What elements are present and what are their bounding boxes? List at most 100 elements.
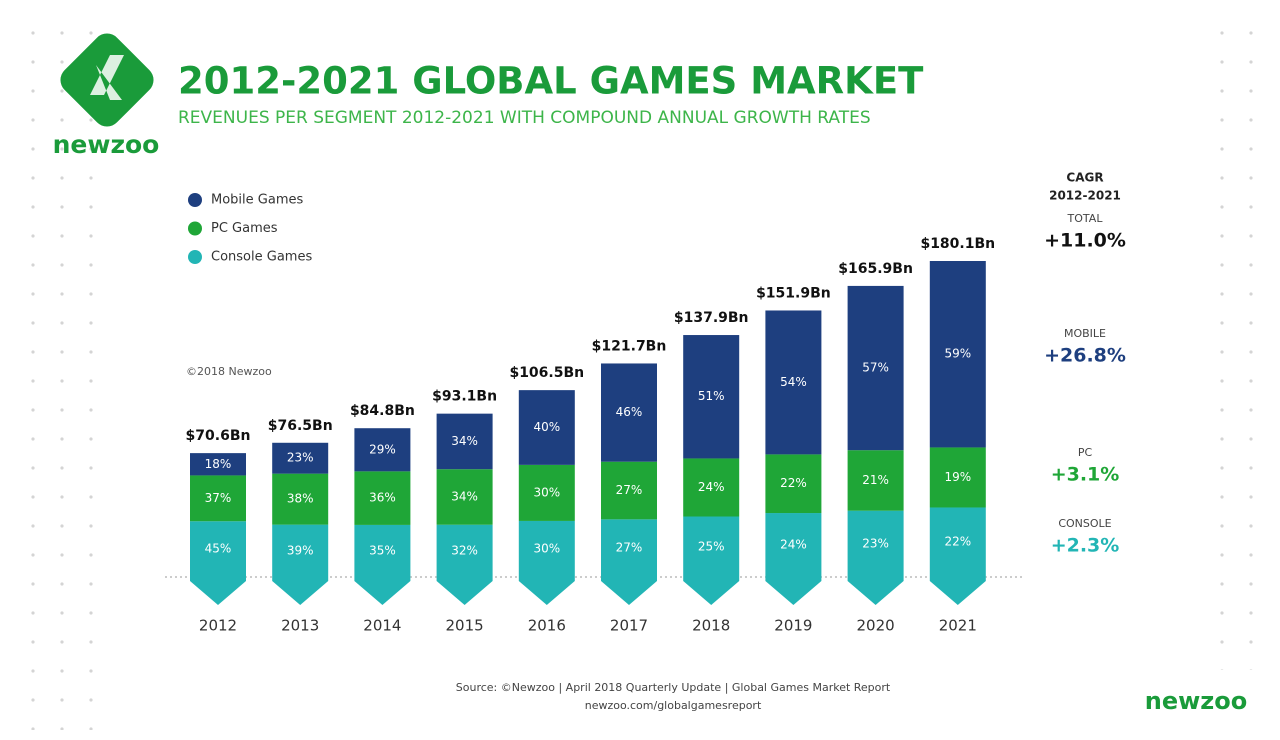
bar-segment: [929, 507, 986, 577]
cagr-value: +26.8%: [1044, 345, 1126, 367]
x-tick-label: 2015: [446, 617, 484, 635]
segment-label: 19%: [944, 470, 971, 484]
logo-text: newzoo: [53, 130, 160, 159]
bar-segment: [436, 524, 493, 577]
bar-segment: [847, 510, 904, 577]
legend-label: Mobile Games: [211, 193, 303, 208]
footer-logo: newzoo: [1145, 687, 1247, 715]
source: Source: ©Newzoo | April 2018 Quarterly U…: [456, 681, 891, 694]
bar-segment: [601, 519, 657, 577]
segment-label: 27%: [616, 483, 643, 497]
bar-segment: [929, 447, 986, 508]
bar-chevron: [436, 577, 493, 605]
bar-segment: [272, 473, 329, 525]
segment-label: 30%: [533, 541, 560, 555]
bar-chevron: [847, 577, 904, 605]
segment-label: 45%: [205, 542, 232, 556]
bar-segment: [683, 516, 740, 577]
segment-label: 57%: [862, 361, 889, 375]
bar-segment: [190, 475, 246, 522]
bar-segment: [683, 335, 740, 459]
bar-chevron: [272, 577, 329, 605]
bar-segment: [272, 442, 329, 474]
total-label: $137.9Bn: [674, 310, 749, 326]
segment-label: 38%: [287, 492, 314, 506]
bar-segment: [518, 464, 575, 521]
segment-label: 27%: [616, 541, 643, 555]
total-label: $151.9Bn: [756, 285, 831, 301]
bar-chevron: [190, 577, 246, 605]
bar-segment: [354, 428, 411, 472]
legend-swatch: [188, 250, 202, 264]
cagr-period: 2012-2021: [1049, 189, 1121, 203]
bar-chevron: [765, 577, 822, 605]
segment-label: 40%: [533, 420, 560, 434]
segment-label: 22%: [780, 476, 807, 490]
legend-swatch: [188, 221, 202, 236]
bar-segment: [683, 458, 740, 517]
cagr-label: CONSOLE: [1058, 517, 1111, 530]
segment-label: 18%: [205, 457, 232, 471]
total-label: $84.8Bn: [350, 403, 415, 419]
segment-label: 29%: [369, 442, 396, 456]
copyright: ©2018 Newzoo: [186, 365, 272, 378]
bar-segment: [601, 363, 657, 462]
bar-chevron: [683, 577, 740, 605]
x-tick-label: 2013: [281, 617, 319, 635]
bar-segment: [765, 454, 822, 514]
bar-segment: [272, 524, 329, 577]
x-tick-label: 2014: [363, 617, 401, 635]
total-label: $70.6Bn: [186, 428, 251, 444]
dot-pattern: [1215, 20, 1275, 670]
bar-chevron: [601, 577, 657, 605]
segment-label: 23%: [862, 536, 889, 550]
segment-label: 21%: [862, 473, 889, 487]
total-label: $93.1Bn: [432, 389, 497, 405]
segment-label: 23%: [287, 451, 314, 465]
bar-segment: [190, 521, 246, 577]
bar-chevron: [354, 577, 411, 605]
x-tick-label: 2012: [199, 617, 237, 635]
cagr-label: PC: [1078, 446, 1093, 459]
total-label: $106.5Bn: [509, 365, 584, 381]
x-tick-label: 2018: [692, 617, 730, 635]
segment-label: 25%: [698, 539, 725, 553]
legend-swatch: [188, 193, 202, 207]
segment-label: 22%: [944, 535, 971, 549]
cagr-label: TOTAL: [1067, 212, 1104, 225]
bar-segment: [601, 461, 657, 520]
segment-label: 59%: [944, 347, 971, 361]
cagr-label: MOBILE: [1064, 327, 1106, 340]
x-tick-label: 2016: [528, 617, 566, 635]
bar-segment: [518, 520, 575, 577]
segment-label: 35%: [369, 543, 396, 557]
bar-chevron: [518, 577, 575, 605]
bar-segment: [765, 513, 822, 577]
x-tick-label: 2017: [610, 617, 648, 635]
x-tick-label: 2021: [939, 617, 977, 635]
segment-label: 54%: [780, 375, 807, 389]
segment-label: 51%: [698, 389, 725, 403]
bar-segment: [354, 524, 411, 577]
cagr-title: CAGR: [1066, 171, 1103, 185]
bar-chevron: [929, 577, 986, 605]
segment-label: 36%: [369, 491, 396, 505]
bar-segment: [436, 413, 493, 470]
segment-label: 37%: [205, 491, 232, 505]
subtitle: REVENUES PER SEGMENT 2012-2021 WITH COMP…: [178, 108, 871, 128]
logo: [60, 33, 154, 127]
total-label: $76.5Bn: [268, 418, 333, 434]
x-tick-label: 2019: [774, 617, 812, 635]
legend-label: Console Games: [211, 250, 312, 265]
dot-pattern: [25, 20, 115, 730]
total-label: $180.1Bn: [920, 236, 995, 252]
bar-segment: [765, 310, 822, 455]
segment-label: 34%: [451, 489, 478, 503]
cagr-value: +3.1%: [1051, 464, 1120, 486]
cagr-value: +11.0%: [1044, 230, 1126, 252]
segment-label: 39%: [287, 543, 314, 557]
segment-label: 24%: [780, 538, 807, 552]
bar-segment: [354, 471, 411, 525]
bar-segment: [436, 469, 493, 525]
